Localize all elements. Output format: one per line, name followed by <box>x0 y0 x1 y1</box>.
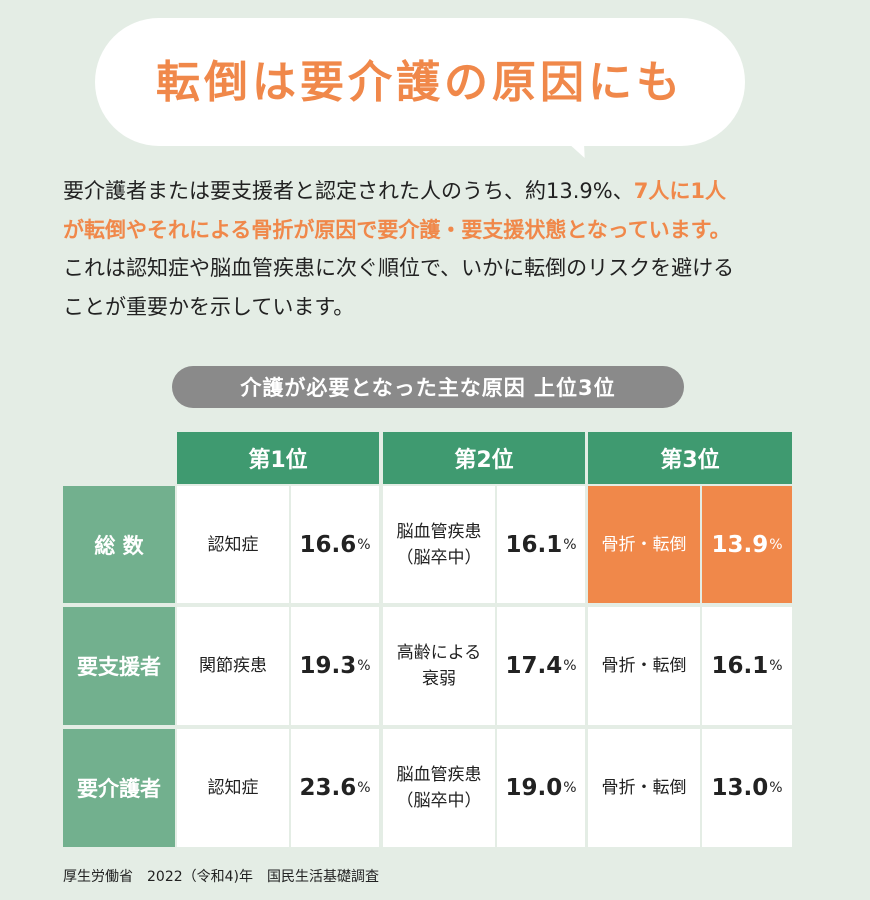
rank-header-1: 第1位 <box>177 432 379 484</box>
table-caption: 介護が必要となった主な原因 上位3位 <box>172 366 684 408</box>
table-cell-value: 16.1% <box>702 607 792 725</box>
table-cell-cause: 認知症 <box>177 486 289 603</box>
table-cell-value: 19.3% <box>291 607 379 725</box>
table-cell-value: 19.0% <box>497 729 585 847</box>
table-cell-value: 23.6% <box>291 729 379 847</box>
table-cell-cause: 高齢による 衰弱 <box>383 607 495 725</box>
intro-line-3: これは認知症や脳血管疾患に次ぐ順位で、いかに転倒のリスクを避ける <box>63 256 735 280</box>
intro-text-1: 要介護者または要支援者と認定された人のうち、約13.9%、 <box>63 179 634 203</box>
intro-line-4: ことが重要かを示しています。 <box>63 294 355 319</box>
row-header-total: 総 数 <box>63 486 175 603</box>
intro-highlight-1: 7人に1人 <box>633 179 726 203</box>
table-cell-value-highlight: 13.9% <box>702 486 792 603</box>
table-cell-cause: 脳血管疾患 （脳卒中） <box>383 729 495 847</box>
table-cell-cause-highlight: 骨折・転倒 <box>588 486 700 603</box>
table-cell-cause: 骨折・転倒 <box>588 607 700 725</box>
table-cell-value: 13.0% <box>702 729 792 847</box>
intro-paragraph: 要介護者または要支援者と認定された人のうち、約13.9%、7人に1人 が転倒やそ… <box>63 172 823 326</box>
intro-highlight-2: が転倒やそれによる骨折が原因で要介護・要支援状態となっています。 <box>63 217 731 242</box>
source-note: 厚生労働省 2022（令和4)年 国民生活基礎調査 <box>63 869 379 885</box>
table-cell-cause: 関節疾患 <box>177 607 289 725</box>
headline: 転倒は要介護の原因にも <box>156 57 684 108</box>
rank-header-3: 第3位 <box>588 432 792 484</box>
rank-header-2: 第2位 <box>383 432 585 484</box>
row-header-care: 要介護者 <box>63 729 175 847</box>
table-cell-cause: 認知症 <box>177 729 289 847</box>
headline-bubble: 転倒は要介護の原因にも <box>95 18 745 146</box>
table-cell-value: 17.4% <box>497 607 585 725</box>
table-cell-value: 16.6% <box>291 486 379 603</box>
table-cell-value: 16.1% <box>497 486 585 603</box>
table-cell-cause: 骨折・転倒 <box>588 729 700 847</box>
table-cell-cause: 脳血管疾患 （脳卒中） <box>383 486 495 603</box>
row-header-support: 要支援者 <box>63 607 175 725</box>
